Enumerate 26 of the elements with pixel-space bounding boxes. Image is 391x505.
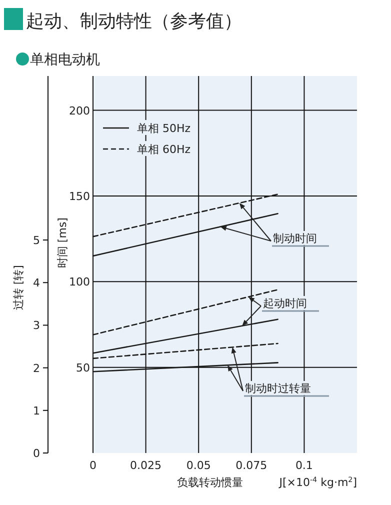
legend-label: 单相 60Hz [137,143,191,156]
y2-tick-label: 5 [33,234,40,248]
x-axis-title: 负载转动惯量 [177,476,243,489]
y-tick-label: 200 [69,104,90,118]
y-tick-label: 100 [69,276,90,289]
annotation: 起动时间 [263,297,307,310]
x-tick-label: 0.075 [236,459,268,472]
x-tick-label: 0.025 [130,459,162,472]
x-tick-label: 0.05 [186,459,211,472]
chart-title: 起动、制动特性（参考值） [26,11,242,32]
y-axis-title: 时间 [ms] [56,218,69,268]
y2-tick-label: 0 [33,447,40,460]
annotation: 制动时过转量 [245,382,311,395]
y2-axis-title: 过转 [转] [12,265,25,310]
y2-tick-label: 2 [33,362,40,375]
x-tick-label: 0 [90,459,96,472]
text: J[×10$^{-4}$ kg·m$^{2}$] [278,474,357,489]
x-tick-label: 0.1 [295,459,313,472]
y2-tick-label: 3 [33,319,40,332]
chart-subtitle: 单相电动机 [30,52,100,68]
legend-label: 单相 50Hz [137,122,191,135]
y2-tick-label: 1 [33,404,40,418]
y-tick-label: 150 [69,190,90,203]
annotation: 制动时间 [273,232,317,245]
y2-tick-label: 4 [33,276,40,290]
y-tick-label: 50 [76,361,90,374]
